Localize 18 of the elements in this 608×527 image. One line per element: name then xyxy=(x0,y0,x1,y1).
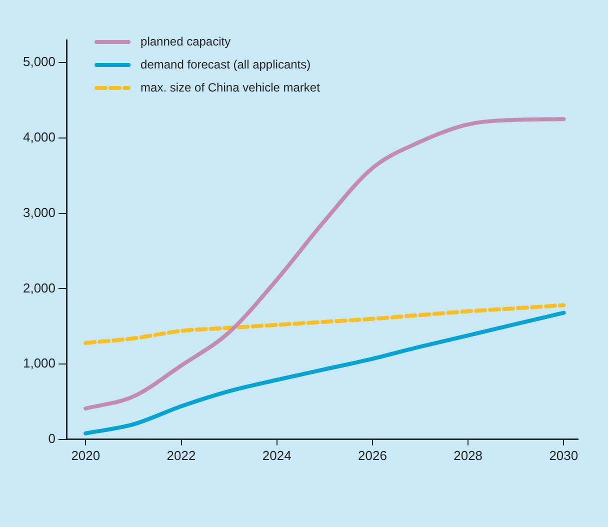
x-tick-label: 2028 xyxy=(454,448,483,463)
y-tick-label: 3,000 xyxy=(22,204,56,220)
y-tick-label: 2,000 xyxy=(22,280,56,296)
x-tick-label: 2024 xyxy=(262,448,292,463)
y-tick-label: 0 xyxy=(48,430,56,446)
x-tick-label: 2030 xyxy=(549,448,578,463)
x-tick-label: 2022 xyxy=(166,448,196,463)
x-tick-label: 2020 xyxy=(71,448,100,463)
line-series xyxy=(84,303,566,345)
x-tick-label: 2026 xyxy=(358,448,387,463)
y-tick-label: 4,000 xyxy=(22,130,56,145)
line-series xyxy=(84,310,566,436)
legend-label: demand forecast (all applicants) xyxy=(140,57,311,72)
y-tick-label: 1,000 xyxy=(22,356,56,371)
line-series xyxy=(84,117,566,411)
legend-label: planned capacity xyxy=(140,34,231,48)
y-tick-label: 5,000 xyxy=(22,54,56,70)
legend-label: max. size of China vehicle market xyxy=(140,80,321,94)
